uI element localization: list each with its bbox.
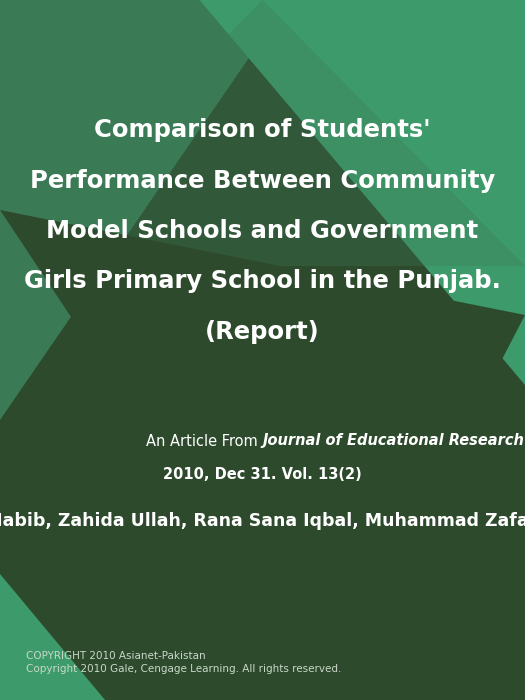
Polygon shape xyxy=(0,0,525,266)
Text: An Article From: An Article From xyxy=(146,433,262,449)
Text: 2010, Dec 31. Vol. 13(2): 2010, Dec 31. Vol. 13(2) xyxy=(163,467,362,482)
Text: Copyright 2010 Gale, Cengage Learning. All rights reserved.: Copyright 2010 Gale, Cengage Learning. A… xyxy=(26,664,342,673)
Text: COPYRIGHT 2010 Asianet-Pakistan: COPYRIGHT 2010 Asianet-Pakistan xyxy=(26,651,206,661)
Polygon shape xyxy=(0,0,289,420)
Text: Habib, Zahida Ullah, Rana Sana Iqbal, Muhammad Zafar: Habib, Zahida Ullah, Rana Sana Iqbal, Mu… xyxy=(0,512,525,531)
Text: Performance Between Community: Performance Between Community xyxy=(30,169,495,192)
Text: Journal of Educational Research: Journal of Educational Research xyxy=(262,433,524,449)
Text: Model Schools and Government: Model Schools and Government xyxy=(46,219,479,243)
Polygon shape xyxy=(0,210,525,700)
Polygon shape xyxy=(200,0,525,385)
Text: Girls Primary School in the Punjab.: Girls Primary School in the Punjab. xyxy=(24,270,501,293)
Text: (Report): (Report) xyxy=(205,320,320,344)
Text: Comparison of Students': Comparison of Students' xyxy=(94,118,430,142)
Polygon shape xyxy=(0,574,105,700)
